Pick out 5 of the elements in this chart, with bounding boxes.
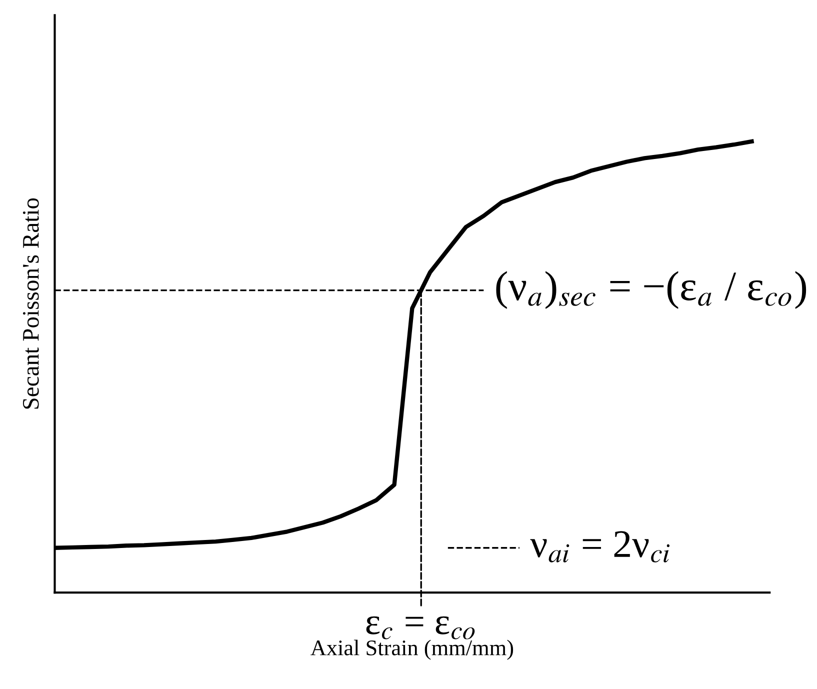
annotation: ν$_{ai}$ = 2ν$_{ci}$: [530, 531, 670, 562]
text: ε$_{c}$ = ε$_{co}$: [366, 616, 475, 640]
y-axis-title: Secant Poisson's Ratio: [22, 198, 39, 409]
text: (ν$_{a}$)$_{sec}$ = −(ε$_{a}$ / ε$_{co}$): [496, 271, 806, 309]
x-axis-title: Axial Strain (mm/mm): [310, 640, 514, 660]
